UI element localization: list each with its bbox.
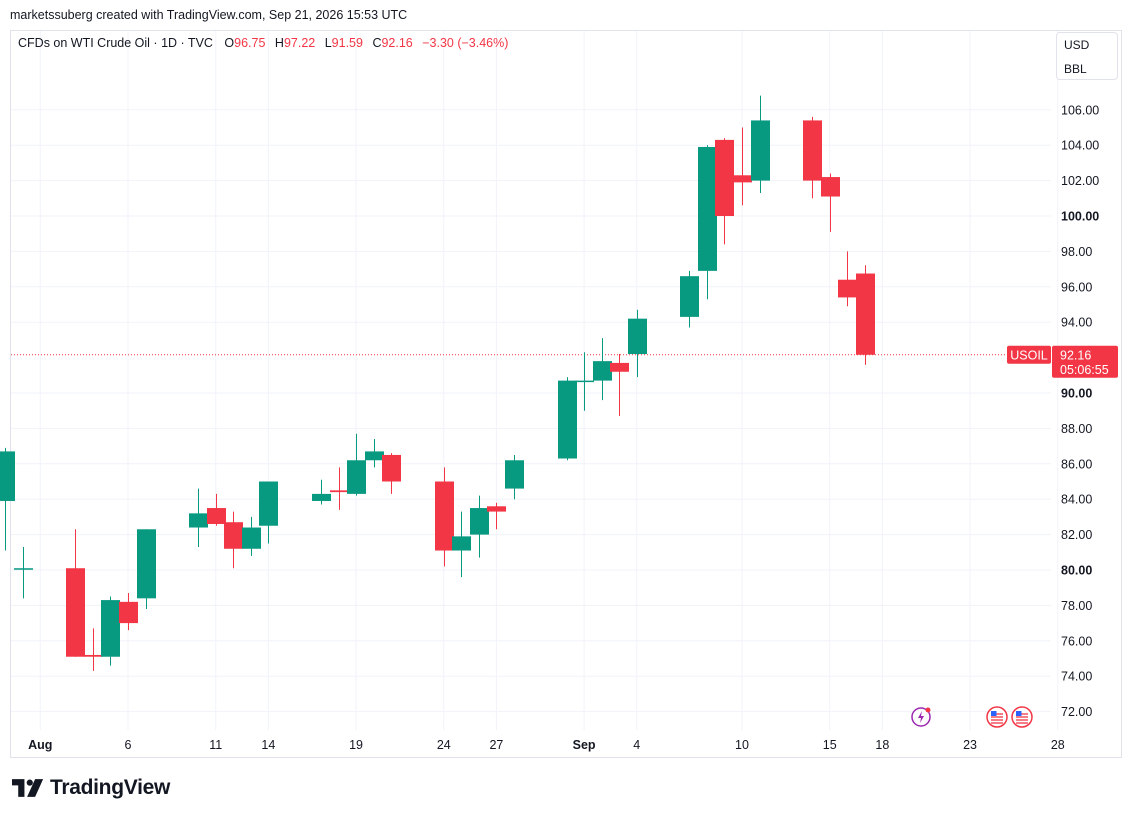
close-label: C xyxy=(372,36,382,50)
tradingview-logo-icon xyxy=(12,779,44,797)
y-tick-label: 98.00 xyxy=(1061,245,1092,259)
x-tick-label: 23 xyxy=(963,738,977,752)
y-tick-label: 102.00 xyxy=(1061,174,1099,188)
x-tick-label: 24 xyxy=(437,738,451,752)
footer-logo: TradingView xyxy=(12,776,170,800)
candle-body[interactable] xyxy=(435,481,454,551)
candle-body[interactable] xyxy=(365,451,384,461)
x-tick-label: 18 xyxy=(875,738,889,752)
low-label: L xyxy=(324,36,332,50)
candle-body[interactable] xyxy=(733,175,752,183)
candle-body[interactable] xyxy=(856,273,875,355)
y-tick-label: 76.00 xyxy=(1061,634,1092,648)
candle-body[interactable] xyxy=(242,527,261,549)
low-value: 91.59 xyxy=(331,36,363,50)
candle-body[interactable] xyxy=(382,454,401,482)
symbol-legend: CFDs on WTI Crude Oil · 1D · TVC O96.75 … xyxy=(18,36,508,50)
candle-body[interactable] xyxy=(452,536,471,551)
candle-body[interactable] xyxy=(698,146,717,271)
x-tick-label: 19 xyxy=(349,738,363,752)
flag-canton xyxy=(991,711,997,716)
symbol-title[interactable]: CFDs on WTI Crude Oil · 1D · TVC xyxy=(18,36,213,50)
y-tick-label: 82.00 xyxy=(1061,528,1092,542)
candle-body[interactable] xyxy=(84,654,103,657)
candle-body[interactable] xyxy=(189,513,208,528)
y-tick-label: 104.00 xyxy=(1061,139,1099,153)
y-tick-label: 90.00 xyxy=(1061,387,1092,401)
candle-body[interactable] xyxy=(715,139,734,216)
candle-body[interactable] xyxy=(821,177,840,197)
candle-body[interactable] xyxy=(558,380,577,459)
candle-body[interactable] xyxy=(101,600,120,657)
candle-body[interactable] xyxy=(838,279,857,298)
candle-body[interactable] xyxy=(680,276,699,317)
notification-dot xyxy=(925,707,931,713)
chart-credit: marketssuberg created with TradingView.c… xyxy=(10,8,408,22)
flag-canton xyxy=(1016,711,1022,716)
y-tick-label: 100.00 xyxy=(1061,210,1099,224)
y-tick-label: 86.00 xyxy=(1061,457,1092,471)
candle-body[interactable] xyxy=(119,601,138,624)
x-tick-label: 14 xyxy=(261,738,275,752)
x-tick-label: 10 xyxy=(735,738,749,752)
x-tick-label: 6 xyxy=(125,738,132,752)
candle-body[interactable] xyxy=(66,568,85,657)
candle-body[interactable] xyxy=(259,481,278,526)
chart-frame xyxy=(10,30,1122,758)
candle-body[interactable] xyxy=(575,380,594,383)
lightning-bolt xyxy=(918,711,924,723)
open-label: O xyxy=(224,36,235,50)
price-tag-countdown: 05:06:55 xyxy=(1060,363,1109,377)
y-tick-label: 80.00 xyxy=(1061,564,1092,578)
symbol-tag-label: USOIL xyxy=(1010,348,1048,362)
price-tag-bg xyxy=(1052,345,1118,378)
candle-body[interactable] xyxy=(610,362,629,372)
open-value: 96.75 xyxy=(234,36,266,50)
y-tick-label: 78.00 xyxy=(1061,599,1092,613)
x-tick-label: Aug xyxy=(28,738,52,752)
candle-body[interactable] xyxy=(14,568,33,570)
y-tick-label: 94.00 xyxy=(1061,316,1092,330)
x-tick-label: Sep xyxy=(573,738,596,752)
candle-body[interactable] xyxy=(751,120,770,181)
candle-body[interactable] xyxy=(593,361,612,381)
x-tick-label: 11 xyxy=(209,738,222,752)
candle-body[interactable] xyxy=(137,529,156,599)
unit-label[interactable]: BBL xyxy=(1064,62,1087,76)
currency-unit-selector[interactable]: USD BBL xyxy=(1056,32,1118,80)
x-tick-label: 28 xyxy=(1051,738,1065,752)
candle-body[interactable] xyxy=(207,508,226,524)
x-tick-label: 4 xyxy=(633,738,640,752)
y-tick-label: 88.00 xyxy=(1061,422,1092,436)
candle-body[interactable] xyxy=(803,120,822,181)
candle-body[interactable] xyxy=(505,460,524,489)
symbol-tag-bg xyxy=(1007,345,1051,364)
candle-body[interactable] xyxy=(487,506,506,512)
y-tick-label: 96.00 xyxy=(1061,280,1092,294)
y-tick-label: 72.00 xyxy=(1061,705,1092,719)
y-tick-label: 84.00 xyxy=(1061,493,1092,507)
candle-body[interactable] xyxy=(0,451,15,501)
y-tick-label: 106.00 xyxy=(1061,103,1099,117)
x-tick-label: 15 xyxy=(823,738,837,752)
candle-body[interactable] xyxy=(224,522,243,549)
high-label: H xyxy=(274,36,284,50)
x-tick-label: 27 xyxy=(489,738,503,752)
candle-body[interactable] xyxy=(312,493,331,501)
candle-body[interactable] xyxy=(470,508,489,535)
close-value: 92.16 xyxy=(381,36,413,50)
candle-body[interactable] xyxy=(347,460,366,494)
currency-label[interactable]: USD xyxy=(1064,38,1090,52)
candle-body[interactable] xyxy=(628,318,647,355)
candle-body[interactable] xyxy=(330,490,349,493)
price-tag-value: 92.16 xyxy=(1060,348,1091,362)
change-value: −3.30 (−3.46%) xyxy=(422,36,509,50)
high-value: 97.22 xyxy=(283,36,316,50)
y-tick-label: 74.00 xyxy=(1061,670,1092,684)
brand-name: TradingView xyxy=(50,776,171,799)
